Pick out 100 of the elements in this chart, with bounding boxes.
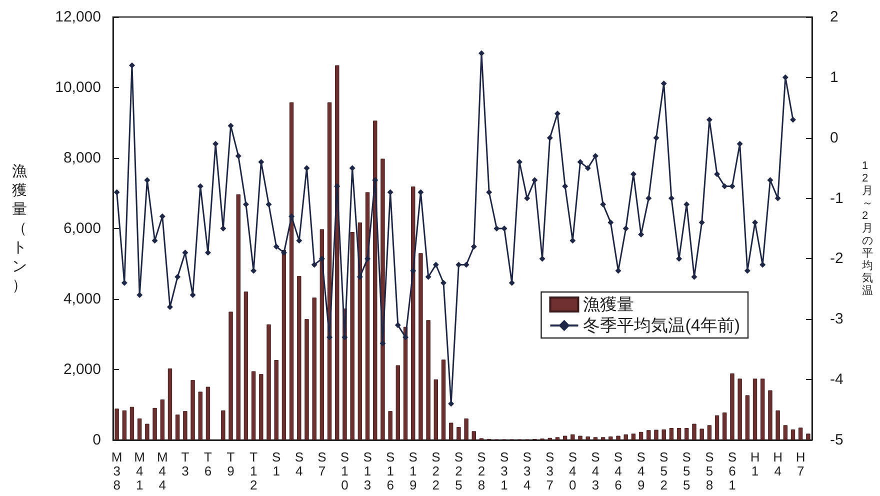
y-tick-label: 0 xyxy=(92,432,101,448)
bar xyxy=(600,437,606,440)
bar xyxy=(259,374,264,440)
bar xyxy=(738,378,742,440)
bar xyxy=(783,425,788,440)
bar xyxy=(745,395,750,440)
text: 12月～2月の平均気温 xyxy=(862,160,873,297)
bar xyxy=(707,425,712,440)
bar xyxy=(662,429,666,440)
bar xyxy=(608,436,613,440)
x-tick-label: H4 xyxy=(773,450,783,478)
bar xyxy=(631,434,636,440)
bar xyxy=(114,408,119,440)
bar xyxy=(350,232,354,440)
bar xyxy=(441,360,446,440)
bar xyxy=(570,434,575,440)
x-tick-label: T3 xyxy=(181,450,190,478)
bar xyxy=(274,360,278,440)
x-tick-label: S1 xyxy=(272,450,282,478)
y2-tick-label: -1 xyxy=(830,190,844,207)
bar xyxy=(244,292,248,440)
bar xyxy=(320,229,324,440)
bar xyxy=(138,418,142,440)
x-tick-label: M38 xyxy=(111,450,122,492)
x-tick-label: S40 xyxy=(568,450,578,492)
bar xyxy=(692,424,696,440)
bar xyxy=(684,428,689,440)
x-tick-label: S46 xyxy=(614,450,623,492)
x-tick-label: S43 xyxy=(591,450,600,492)
bar xyxy=(798,428,803,440)
bar xyxy=(282,250,286,440)
bar xyxy=(752,378,758,440)
bar xyxy=(236,194,240,440)
bar xyxy=(365,192,370,440)
x-tick-label: S13 xyxy=(363,450,372,492)
x-tick-label: S37 xyxy=(546,450,555,492)
x-tick-label: S19 xyxy=(408,450,418,492)
bar xyxy=(555,437,560,440)
bar xyxy=(464,418,468,440)
bar xyxy=(586,436,590,440)
bar xyxy=(175,414,180,440)
bar xyxy=(714,415,720,440)
bar xyxy=(228,312,233,440)
bar xyxy=(434,379,438,440)
bar xyxy=(624,434,628,440)
x-tick-label: M41 xyxy=(134,450,146,492)
bar xyxy=(152,408,157,440)
y2-tick-label: 1 xyxy=(830,68,838,86)
bar xyxy=(145,424,150,440)
y2-tick-label: -5 xyxy=(830,432,844,448)
bar xyxy=(669,428,674,440)
y-tick-label: 8,000 xyxy=(63,150,101,166)
bar xyxy=(251,371,256,440)
bar xyxy=(722,412,727,440)
bar xyxy=(449,422,454,440)
bar xyxy=(183,411,188,440)
y-tick-label: 10,000 xyxy=(55,79,101,96)
bar xyxy=(373,120,378,440)
bar xyxy=(221,410,226,440)
bar xyxy=(130,406,134,440)
bar xyxy=(593,437,598,440)
y2-tick-label: 0 xyxy=(830,129,838,146)
bar xyxy=(654,430,658,440)
y-tick-label: 2,000 xyxy=(63,361,101,378)
bar xyxy=(806,434,810,440)
x-tick-label: S25 xyxy=(454,450,464,492)
bar xyxy=(638,432,644,440)
x-tick-label: S34 xyxy=(522,450,532,492)
bar xyxy=(456,426,461,440)
bar xyxy=(289,102,294,440)
y-tick-label: 4,000 xyxy=(63,290,101,308)
y-tick-label: 6,000 xyxy=(63,220,101,237)
bar xyxy=(190,380,195,440)
x-tick-label: S49 xyxy=(636,450,646,492)
x-tick-label: S58 xyxy=(705,450,714,492)
bar xyxy=(472,431,476,440)
bar xyxy=(396,365,400,440)
bar xyxy=(790,429,796,440)
bar xyxy=(676,428,682,440)
legend-label: 漁獲量 xyxy=(583,295,634,314)
legend-label: 冬季平均気温(4年前) xyxy=(583,316,740,335)
bar xyxy=(411,186,416,440)
bar xyxy=(418,253,423,440)
x-tick-label: S4 xyxy=(294,450,304,478)
x-tick-label: S10 xyxy=(340,450,350,492)
bar xyxy=(578,436,582,440)
x-tick-label: H1 xyxy=(750,450,760,478)
bar xyxy=(312,298,316,440)
x-tick-label: T12 xyxy=(250,450,258,492)
bar xyxy=(122,410,126,440)
y-axis-title: 漁獲量（トン） xyxy=(12,163,27,294)
x-tick-label: S7 xyxy=(318,450,327,478)
x-tick-label: S52 xyxy=(660,450,669,492)
bar xyxy=(646,430,651,440)
bar xyxy=(388,411,392,440)
x-tick-label: T9 xyxy=(226,450,235,478)
x-tick-label: H7 xyxy=(796,450,806,478)
x-tick-label: S31 xyxy=(500,450,509,492)
bar xyxy=(297,276,302,440)
y2-tick-label: -4 xyxy=(830,371,844,388)
